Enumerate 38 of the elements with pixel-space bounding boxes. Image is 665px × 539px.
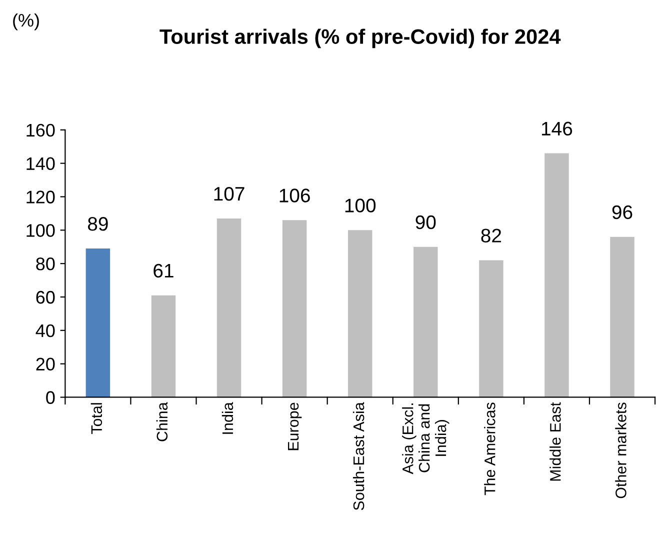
data-label: 107 xyxy=(214,186,244,201)
x-tick-label: Other markets xyxy=(615,402,626,498)
y-tick-label: 40 xyxy=(36,324,55,338)
bar xyxy=(86,248,110,398)
data-label: 106 xyxy=(280,188,310,202)
data-label: 82 xyxy=(481,228,502,242)
bar xyxy=(544,153,569,398)
data-label: 146 xyxy=(542,122,572,136)
y-tick-label: 0 xyxy=(46,391,55,404)
x-tick-label: China xyxy=(156,402,168,442)
x-tick-label: Europe xyxy=(288,402,302,450)
y-tick-label: 120 xyxy=(26,190,55,204)
data-label: 96 xyxy=(612,205,632,220)
bar xyxy=(610,236,634,398)
y-tick-label: 140 xyxy=(26,157,55,170)
y-tick-label: 160 xyxy=(26,124,55,137)
data-label: 89 xyxy=(88,217,108,231)
y-tick-label: 80 xyxy=(36,258,55,270)
data-label: 90 xyxy=(416,215,436,230)
bar xyxy=(151,295,176,398)
bar xyxy=(479,260,504,398)
data-label: 100 xyxy=(345,198,376,212)
bar xyxy=(348,230,372,398)
data-label: 61 xyxy=(154,264,174,278)
y-tick-label: 60 xyxy=(36,290,55,304)
y-tick-label: 100 xyxy=(26,224,55,237)
x-tick-label: Asia (Excl. China and India) xyxy=(402,404,450,474)
x-tick-label: Middle East xyxy=(550,402,561,481)
bar xyxy=(414,246,438,398)
x-tick-label: Total xyxy=(90,403,102,434)
text: (%) xyxy=(13,13,39,30)
bar xyxy=(282,220,307,398)
x-tick-label: South-East Asia xyxy=(352,402,364,510)
x-tick-label: India xyxy=(222,402,234,434)
bar xyxy=(216,218,242,398)
chart-title: Tourist arrivals (% of pre-Covid) for 2024 xyxy=(160,28,561,48)
x-tick-label: The Americas xyxy=(484,402,496,496)
y-tick-label: 20 xyxy=(36,358,55,371)
